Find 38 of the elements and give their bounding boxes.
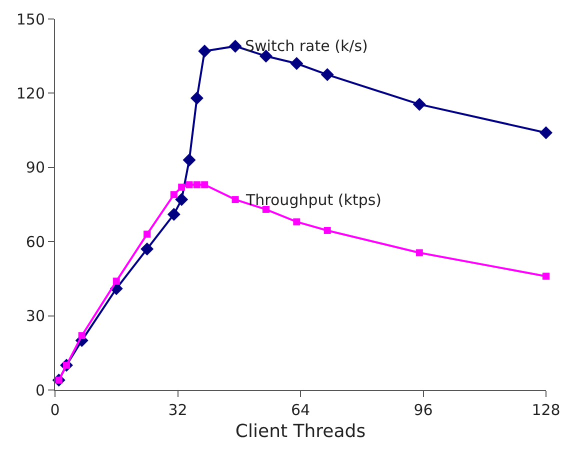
x-axis-title: Client Threads [235,421,366,442]
point [320,68,334,82]
point [198,44,212,58]
point [140,242,154,256]
y-tick-label: 120 [16,84,45,102]
y-tick-label: 90 [26,158,45,177]
point [190,92,204,105]
x-tick-label: 96 [414,401,433,419]
y-tick-label: 150 [16,10,45,28]
point [186,181,193,188]
point [193,181,200,188]
y-tick-label: 30 [26,307,45,326]
point [232,196,239,204]
series-label: Switch rate (k/s) [245,37,368,55]
point [416,249,423,256]
point [167,208,180,221]
point [293,218,300,226]
point [144,230,151,238]
point [170,191,178,198]
x-tick-label: 64 [290,401,310,419]
point [228,40,242,53]
point [78,332,86,340]
point [112,278,120,285]
x-tick-label: 0 [50,401,60,419]
y-tick-label: 0 [35,381,45,400]
point [178,184,186,191]
point [201,181,208,188]
series-label: Throughput (ktps) [245,191,382,209]
x-tick-label: 32 [168,401,188,419]
point [182,153,196,166]
point [175,193,188,206]
point [542,272,550,280]
y-tick-label: 60 [26,232,45,251]
point [412,98,426,111]
point [540,126,552,140]
point [324,226,331,234]
point [290,57,304,70]
x-tick-label: 128 [532,401,560,419]
